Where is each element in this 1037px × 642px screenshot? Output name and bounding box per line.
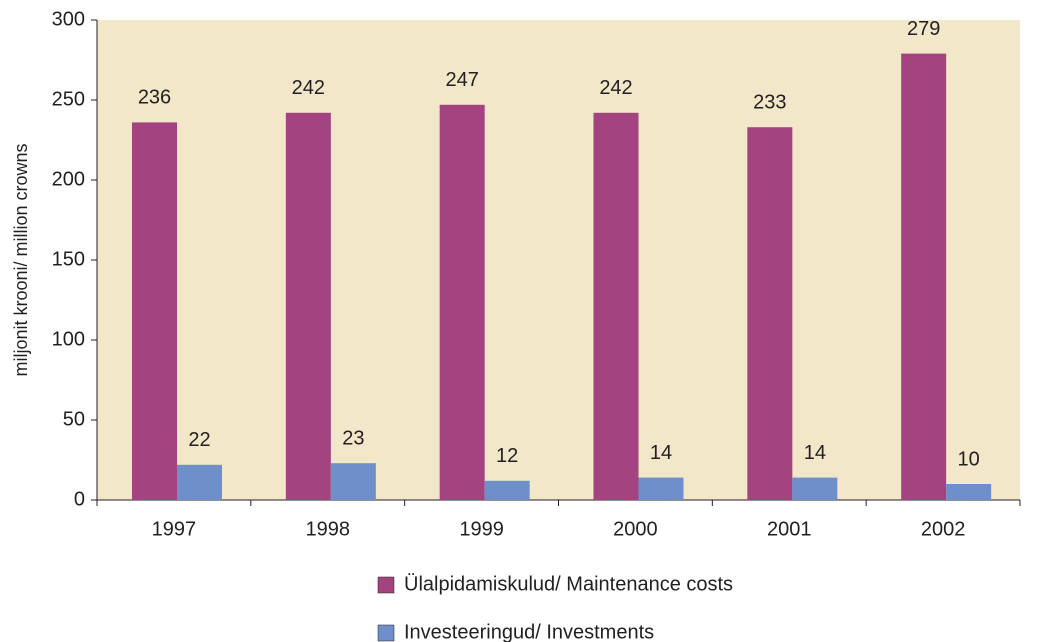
bar: [330, 463, 376, 500]
bar: [946, 484, 992, 500]
bar: [484, 480, 530, 500]
data-label: 12: [496, 445, 518, 467]
bar: [747, 127, 793, 500]
bar: [593, 112, 639, 501]
x-tick-label: 1998: [306, 518, 351, 540]
legend-swatch: [377, 576, 395, 594]
plot-area: [97, 20, 1020, 500]
data-label: 247: [445, 69, 478, 91]
bar: [439, 104, 485, 501]
data-label: 14: [650, 442, 672, 464]
y-tick-label: 100: [52, 328, 85, 350]
data-label: 10: [958, 448, 980, 470]
x-tick-label: 1999: [459, 518, 504, 540]
bar: [285, 112, 331, 501]
data-label: 22: [188, 429, 210, 451]
data-label: 14: [804, 442, 826, 464]
bar: [638, 477, 684, 500]
bar: [901, 53, 947, 500]
data-label: 279: [907, 18, 940, 40]
data-label: 233: [753, 91, 786, 113]
data-label: 242: [599, 77, 632, 99]
data-label: 242: [292, 77, 325, 99]
bar: [177, 464, 222, 500]
y-tick-label: 50: [63, 408, 85, 430]
data-label: 236: [138, 87, 171, 109]
data-label: 23: [342, 427, 364, 449]
legend-label: Ülalpidamiskulud/ Maintenance costs: [404, 573, 733, 595]
bar: [792, 477, 838, 500]
y-tick-label: 200: [52, 168, 85, 190]
x-tick-label: 2002: [921, 518, 966, 540]
x-tick-label: 2001: [767, 518, 812, 540]
bar: [132, 122, 177, 501]
y-tick-label: 150: [52, 248, 85, 270]
y-tick-label: 300: [52, 8, 85, 30]
y-axis-label: miljonit krooni/ million crowns: [11, 143, 31, 376]
x-tick-label: 1997: [152, 518, 197, 540]
y-tick-label: 250: [52, 88, 85, 110]
y-tick-label: 0: [74, 488, 85, 510]
legend-swatch: [377, 624, 395, 642]
legend-label: Investeeringud/ Investments: [404, 621, 654, 642]
x-tick-label: 2000: [613, 518, 658, 540]
